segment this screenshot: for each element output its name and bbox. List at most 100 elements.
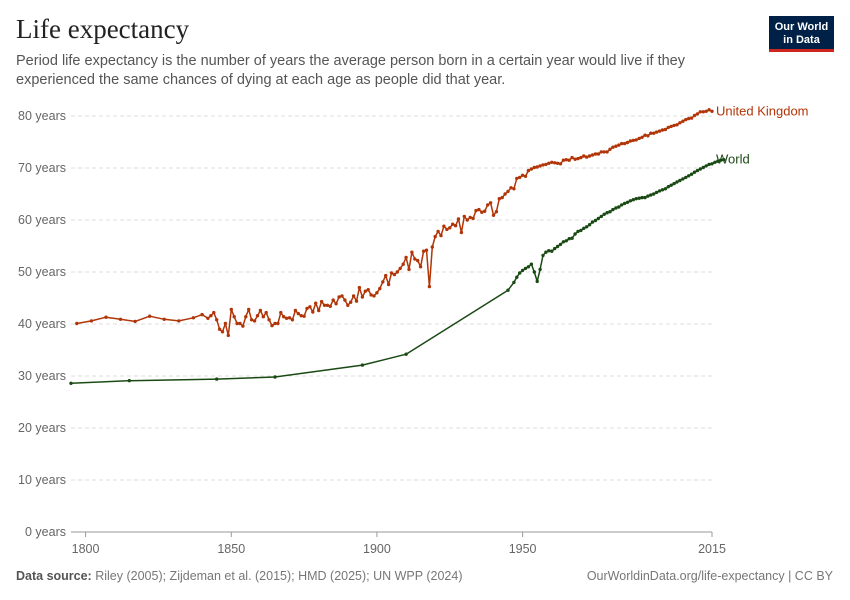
data-point xyxy=(631,198,635,202)
data-point xyxy=(608,147,612,151)
data-point xyxy=(654,130,659,134)
data-point xyxy=(567,158,571,162)
data-point xyxy=(314,301,318,305)
data-point xyxy=(404,352,408,356)
data-point xyxy=(570,155,574,160)
data-point xyxy=(465,218,469,222)
data-point xyxy=(337,295,341,299)
data-point xyxy=(398,266,402,271)
data-point xyxy=(200,312,204,317)
series-label: World xyxy=(716,152,750,167)
data-point xyxy=(506,189,510,194)
data-point xyxy=(317,308,321,313)
data-point xyxy=(587,223,592,227)
data-point xyxy=(503,192,507,196)
data-point xyxy=(608,210,612,214)
data-point xyxy=(698,110,702,114)
data-point xyxy=(442,224,446,228)
data-point xyxy=(223,321,228,326)
data-point xyxy=(532,165,536,170)
chart-title: Life expectancy xyxy=(16,14,190,44)
data-point xyxy=(634,197,638,201)
data-point xyxy=(657,129,662,133)
data-point xyxy=(550,249,554,253)
data-point xyxy=(596,216,601,221)
data-point xyxy=(593,152,598,156)
data-point xyxy=(620,203,624,207)
data-point xyxy=(535,165,539,169)
x-tick-label: 1900 xyxy=(363,542,391,556)
data-point xyxy=(494,210,499,214)
data-point xyxy=(672,123,676,128)
data-point xyxy=(439,233,443,238)
data-point xyxy=(523,174,528,178)
data-point xyxy=(660,128,665,132)
data-point xyxy=(104,315,108,319)
data-point xyxy=(622,201,627,206)
data-point xyxy=(308,305,312,309)
data-point xyxy=(215,377,219,381)
data-point xyxy=(558,162,563,166)
data-point xyxy=(701,165,705,170)
data-point xyxy=(657,189,662,193)
data-point xyxy=(381,280,385,284)
chart-subtitle: Period life expectancy is the number of … xyxy=(16,53,685,88)
data-point xyxy=(576,156,580,161)
data-point xyxy=(518,271,522,275)
data-point xyxy=(453,224,458,228)
data-source-text[interactable]: Riley (2005); Zijdeman et al. (2015); HM… xyxy=(95,569,463,583)
source-url[interactable]: OurWorldinData.org/life-expectancy | CC … xyxy=(586,569,833,583)
data-point xyxy=(643,195,647,200)
data-point xyxy=(445,227,449,232)
data-point xyxy=(707,162,711,167)
data-point xyxy=(579,228,583,233)
data-point xyxy=(695,168,700,173)
data-point xyxy=(512,187,516,191)
data-point xyxy=(675,123,679,127)
data-point xyxy=(689,172,694,176)
data-point xyxy=(622,141,627,146)
data-point xyxy=(640,135,644,139)
data-point xyxy=(652,192,656,196)
data-point xyxy=(684,117,688,122)
data-point xyxy=(681,177,685,181)
data-point xyxy=(191,316,196,320)
data-point xyxy=(148,314,152,318)
data-point xyxy=(689,116,694,120)
data-point xyxy=(468,215,472,220)
logo-line-2: in Data xyxy=(783,34,820,46)
data-point xyxy=(710,109,714,114)
data-point xyxy=(351,294,356,298)
y-tick-label: 50 years xyxy=(18,265,66,279)
data-point xyxy=(640,195,644,200)
data-point xyxy=(486,203,490,207)
data-point xyxy=(634,138,638,142)
data-point xyxy=(401,262,405,266)
data-point xyxy=(407,267,411,272)
data-point xyxy=(346,303,350,307)
data-point xyxy=(538,267,542,272)
data-source: Data source: Riley (2005); Zijdeman et a… xyxy=(16,569,463,583)
data-point xyxy=(602,212,606,216)
data-point xyxy=(430,245,434,249)
data-point xyxy=(410,250,414,254)
y-tick-label: 10 years xyxy=(18,473,66,487)
data-point xyxy=(375,291,379,295)
data-point xyxy=(241,324,245,328)
data-point xyxy=(582,226,586,230)
data-point xyxy=(672,181,676,186)
data-point xyxy=(215,318,219,322)
data-point xyxy=(587,154,592,158)
owid-logo[interactable]: Our World in Data xyxy=(769,16,834,52)
data-point xyxy=(678,178,682,183)
data-point xyxy=(515,275,519,279)
data-point xyxy=(654,190,659,195)
data-point xyxy=(535,279,539,284)
data-point xyxy=(687,116,691,121)
data-point xyxy=(520,268,525,273)
data-point xyxy=(296,311,300,316)
data-point xyxy=(384,273,388,278)
data-point xyxy=(413,257,417,261)
data-point xyxy=(127,379,131,383)
y-tick-label: 60 years xyxy=(18,213,66,227)
